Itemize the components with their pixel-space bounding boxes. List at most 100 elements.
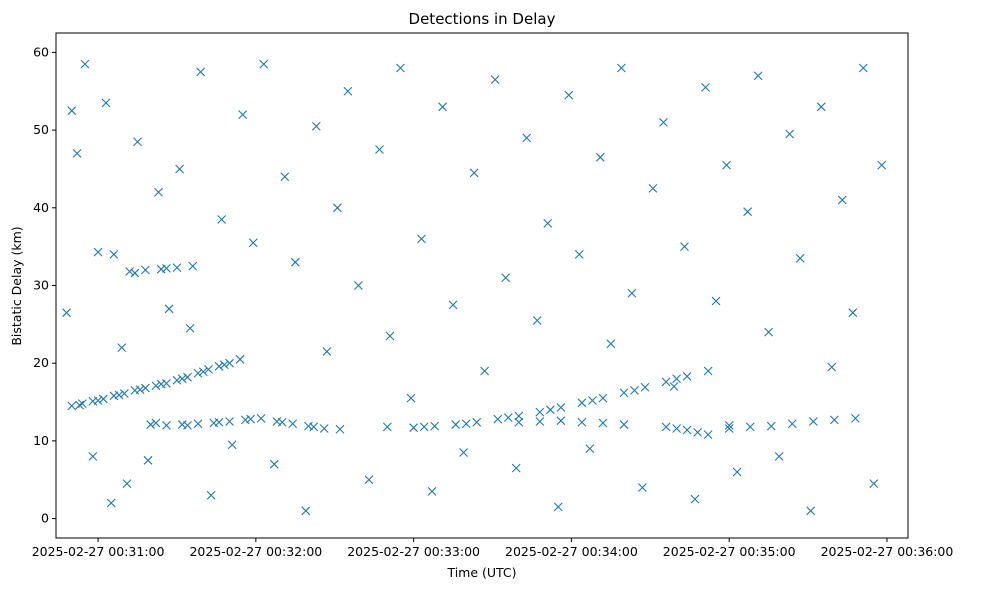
data-point — [556, 403, 566, 412]
data-points — [62, 59, 887, 516]
data-point — [375, 145, 384, 154]
data-point — [248, 238, 258, 248]
data-point — [430, 421, 440, 431]
data-point — [183, 372, 192, 382]
data-point — [469, 168, 479, 178]
data-point — [472, 417, 482, 427]
data-point — [175, 164, 184, 174]
y-axis-label: Bistatic Delay (km) — [9, 226, 24, 345]
data-point — [406, 393, 416, 403]
data-point — [532, 316, 542, 325]
data-point — [114, 390, 124, 400]
data-point — [595, 152, 605, 162]
data-point — [672, 374, 681, 384]
data-point — [93, 247, 103, 257]
data-point — [135, 385, 145, 394]
x-tick-label: 2025-02-27 00:34:00 — [505, 544, 638, 559]
data-point — [764, 327, 774, 337]
data-point — [93, 396, 103, 405]
chart-title: Detections in Delay — [409, 10, 556, 28]
data-point — [88, 452, 98, 461]
data-point — [225, 358, 234, 368]
data-point — [225, 417, 234, 426]
data-point — [585, 444, 595, 454]
y-tick-label: 20 — [33, 355, 49, 370]
data-point — [577, 417, 587, 427]
data-point — [535, 407, 545, 417]
data-point — [125, 267, 135, 276]
data-point — [787, 419, 797, 429]
data-point — [795, 253, 805, 263]
data-point — [417, 234, 426, 244]
data-point — [219, 360, 229, 370]
data-point — [745, 422, 755, 432]
data-point — [619, 388, 629, 398]
data-point — [269, 459, 279, 469]
data-point — [101, 98, 111, 108]
plot-frame — [55, 32, 909, 539]
data-point — [459, 448, 468, 457]
data-point — [858, 63, 868, 73]
data-point — [77, 399, 87, 408]
data-point — [545, 405, 555, 415]
data-point — [682, 372, 692, 381]
data-point — [543, 218, 553, 228]
data-point — [301, 506, 311, 516]
data-point — [427, 486, 437, 496]
data-point — [672, 424, 681, 433]
x-tick-label: 2025-02-27 00:35:00 — [663, 544, 796, 559]
data-point — [619, 420, 629, 429]
data-point — [396, 63, 405, 73]
y-tick-label: 50 — [33, 122, 49, 137]
data-point — [711, 296, 721, 306]
data-point — [732, 467, 742, 477]
data-point — [198, 367, 208, 377]
data-point — [206, 490, 216, 500]
data-point — [722, 160, 731, 170]
data-point — [277, 417, 287, 427]
data-point — [848, 308, 858, 318]
data-point — [217, 215, 227, 224]
data-point — [409, 423, 419, 433]
data-point — [598, 418, 608, 428]
data-point — [151, 381, 161, 391]
data-point — [514, 411, 524, 421]
data-point — [806, 506, 816, 516]
data-point — [785, 129, 795, 139]
data-point — [503, 413, 513, 422]
data-point — [598, 393, 608, 403]
data-point — [151, 418, 161, 428]
data-point — [724, 424, 734, 433]
data-point — [869, 479, 879, 489]
data-point — [419, 422, 429, 432]
data-point — [680, 242, 689, 252]
data-point — [448, 300, 458, 310]
x-tick-label: 2025-02-27 00:31:00 — [32, 544, 165, 559]
data-point — [141, 383, 150, 393]
data-point — [193, 419, 203, 429]
data-point — [703, 430, 713, 440]
data-point — [627, 288, 637, 298]
data-point — [354, 281, 363, 290]
data-point — [661, 422, 671, 432]
data-point — [156, 379, 166, 389]
data-point — [332, 203, 342, 213]
data-point — [616, 63, 626, 73]
data-point — [319, 424, 329, 433]
data-point — [877, 160, 887, 170]
data-point — [188, 261, 198, 271]
data-point — [177, 374, 187, 384]
data-point — [480, 366, 490, 376]
data-point — [461, 419, 471, 429]
data-point — [172, 263, 182, 273]
data-point — [311, 121, 321, 131]
x-tick-label: 2025-02-27 00:33:00 — [347, 544, 480, 559]
data-point — [385, 331, 395, 341]
data-point — [162, 420, 171, 430]
data-point — [343, 86, 353, 96]
data-point — [227, 440, 237, 450]
data-point — [72, 149, 82, 158]
data-point — [659, 117, 668, 127]
data-point — [640, 382, 650, 392]
